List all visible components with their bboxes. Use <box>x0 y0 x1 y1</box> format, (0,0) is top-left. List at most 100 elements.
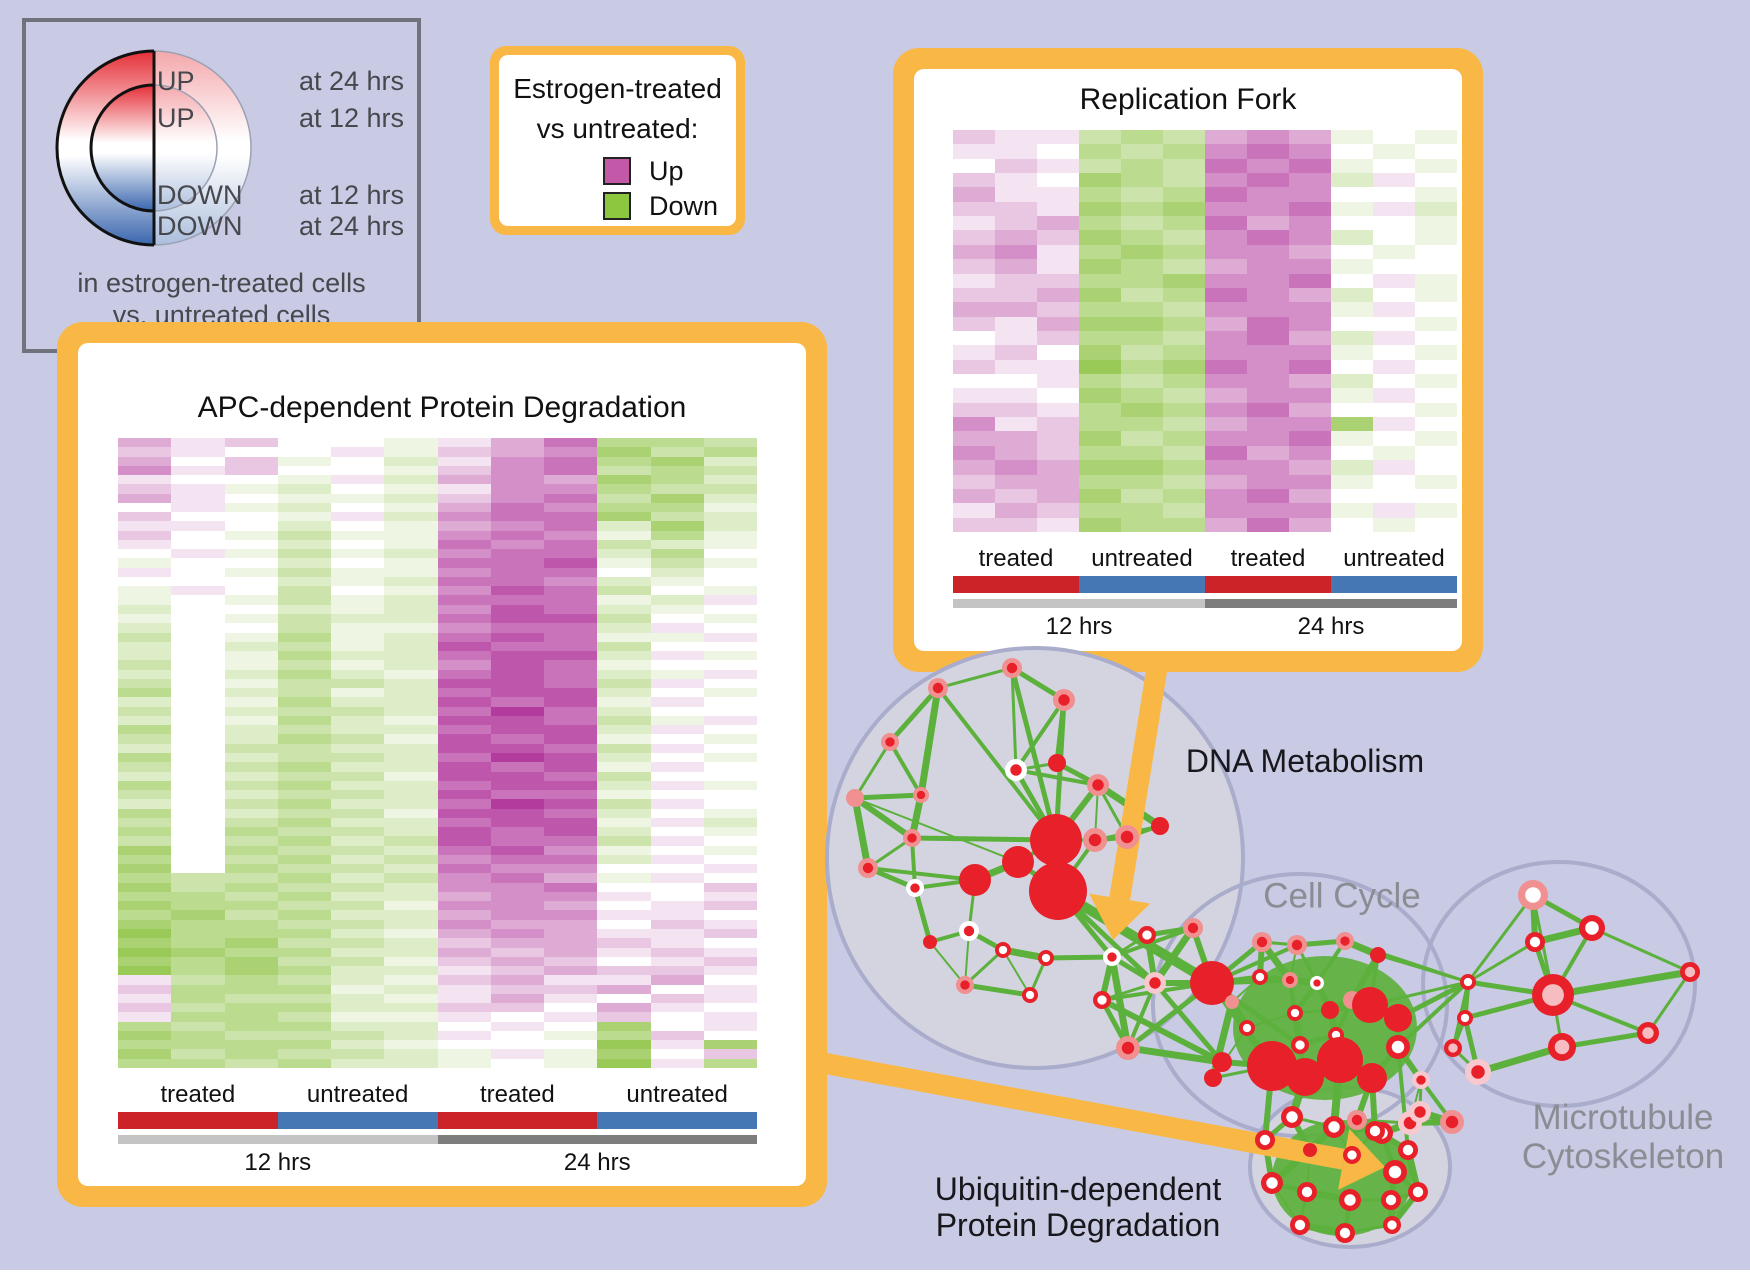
time-bar <box>953 599 1205 608</box>
heatmap-cell <box>1247 259 1289 274</box>
heatmap-cell <box>703 845 757 855</box>
heatmap-cell <box>597 484 651 494</box>
time-bar <box>437 1135 757 1144</box>
heatmap-cell <box>1247 216 1289 231</box>
heatmap-cell <box>1121 259 1163 274</box>
heatmap-cell <box>1289 503 1331 518</box>
heatmap-cell <box>118 493 172 503</box>
legend-item-down: Down <box>603 190 736 223</box>
heatmap-cell <box>331 929 385 939</box>
heatmap-cell <box>224 475 278 485</box>
heatmap-cell <box>1373 517 1415 532</box>
network-node-core <box>1463 977 1473 987</box>
heatmap-cell <box>1415 201 1457 217</box>
time-bar <box>1205 599 1457 608</box>
heatmap-cell <box>1247 474 1289 489</box>
network-node-core <box>1313 979 1321 987</box>
heatmap-cell <box>1331 345 1373 360</box>
heatmap-cell <box>171 651 225 661</box>
heatmap-cell <box>331 502 385 513</box>
network-node-core <box>1266 1177 1278 1189</box>
heatmap-cell <box>224 456 278 466</box>
heatmap-cell <box>597 975 651 985</box>
network-edge <box>1045 954 1113 961</box>
estrogen-legend-box: Estrogen-treated vs untreated: Up Down <box>490 46 745 235</box>
heatmap-cell <box>953 417 995 432</box>
heatmap-cell <box>1037 488 1079 504</box>
heatmap-cell <box>331 919 385 930</box>
network-node-core <box>1010 764 1022 776</box>
heatmap-cell <box>1289 287 1331 303</box>
heatmap-cell <box>597 993 651 1004</box>
heatmap-cell <box>437 882 491 892</box>
heatmap-cell <box>650 493 704 503</box>
heatmap-cell <box>1415 259 1457 274</box>
heatmap-cell <box>118 475 172 485</box>
heatmap-cell <box>224 882 278 892</box>
heatmap-cell <box>1373 287 1415 303</box>
heatmap-cell <box>1037 374 1079 389</box>
heatmap-cell <box>1415 460 1457 475</box>
heatmap-cell <box>118 984 172 994</box>
heatmap-cell <box>224 521 278 531</box>
heatmap-cell <box>1121 244 1163 260</box>
heatmap-cell <box>171 567 225 577</box>
heatmap-cell <box>703 1012 757 1022</box>
heatmap-cell <box>118 641 172 652</box>
heatmap-cell <box>1121 374 1163 389</box>
heatmap-cell <box>384 725 438 735</box>
network-edge <box>1055 886 1215 988</box>
network-edge <box>1002 949 1031 996</box>
heatmap-cell <box>331 586 385 596</box>
heatmap-cell <box>171 743 225 753</box>
annotation-arrow-shaft <box>1109 666 1168 901</box>
page-margin <box>0 1270 1750 1279</box>
heatmap-cell <box>1331 273 1373 288</box>
cluster-label-ubiquitin-degradation: Ubiquitin-dependent Protein Degradation <box>935 1171 1221 1244</box>
heatmap-cell <box>331 456 385 466</box>
network-node-core <box>1369 1125 1381 1137</box>
heatmap-cell <box>1289 488 1331 504</box>
network-node <box>1286 1058 1324 1096</box>
heatmap-cell <box>1289 431 1331 446</box>
heatmap-cell <box>597 530 651 540</box>
network-node-core <box>1107 952 1117 962</box>
panel-title-rf: Replication Fork <box>1079 83 1297 116</box>
heatmap-cell <box>277 1021 331 1031</box>
heatmap-cell <box>1373 259 1415 274</box>
heatmap-cell <box>490 1030 544 1041</box>
heatmap-cell <box>384 539 438 550</box>
time-label: 12 hrs <box>1045 613 1113 640</box>
heatmap-cell <box>1037 359 1079 375</box>
heatmap-cell <box>118 595 172 605</box>
heatmap-cell <box>118 438 172 448</box>
heatmap-cell <box>1247 230 1289 245</box>
network-edge <box>917 687 942 796</box>
heatmap-cell <box>1415 517 1457 532</box>
heatmap-cell <box>650 484 704 494</box>
heatmap-cell <box>953 158 995 174</box>
heatmap-cell <box>437 595 491 605</box>
estrogen-title-line2: vs untreated: <box>536 112 699 144</box>
network-edge <box>937 666 1013 690</box>
heatmap-cell <box>1373 388 1415 403</box>
network-node-core <box>1121 1041 1135 1055</box>
heatmap-cell <box>277 623 331 633</box>
heatmap-cell <box>650 447 704 457</box>
heatmap-cell <box>171 678 225 689</box>
heatmap-cell <box>1205 374 1247 389</box>
heatmap-cell <box>1037 330 1079 346</box>
heatmap-cell <box>1205 302 1247 317</box>
heatmap-cell <box>1373 244 1415 260</box>
down-color-swatch <box>603 192 631 220</box>
heatmap-cell <box>953 503 995 518</box>
heatmap-cell <box>490 938 544 948</box>
heatmap-cell <box>995 417 1037 432</box>
heatmap-cell <box>1373 173 1415 188</box>
heatmap-cell <box>703 632 757 642</box>
heatmap-cell <box>331 1049 385 1059</box>
network-node-core <box>1058 694 1070 706</box>
heatmap-cell <box>384 604 438 615</box>
network-node-core <box>1387 1220 1397 1230</box>
heatmap-cell <box>1373 216 1415 231</box>
